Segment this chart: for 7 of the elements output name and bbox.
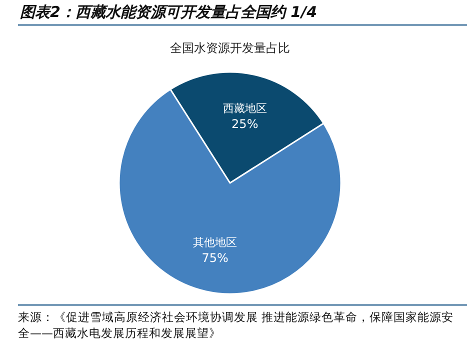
slice-label: 西藏地区: [222, 102, 267, 115]
data-label: 25%: [232, 116, 258, 131]
chart-title: 图表2：西藏水能资源可开发量占全国约 1/4: [20, 3, 318, 21]
source-note: 来源：《促进雪域高原经济社会环境协调发展 推进能源绿色革命，保障国家能源安全——西藏水电发展历程和发展展望》: [18, 309, 455, 341]
chart-subtitle: 全国水资源开发量占比: [170, 41, 290, 55]
data-label: 75%: [202, 251, 228, 266]
slice-label: 其他地区: [193, 236, 238, 250]
